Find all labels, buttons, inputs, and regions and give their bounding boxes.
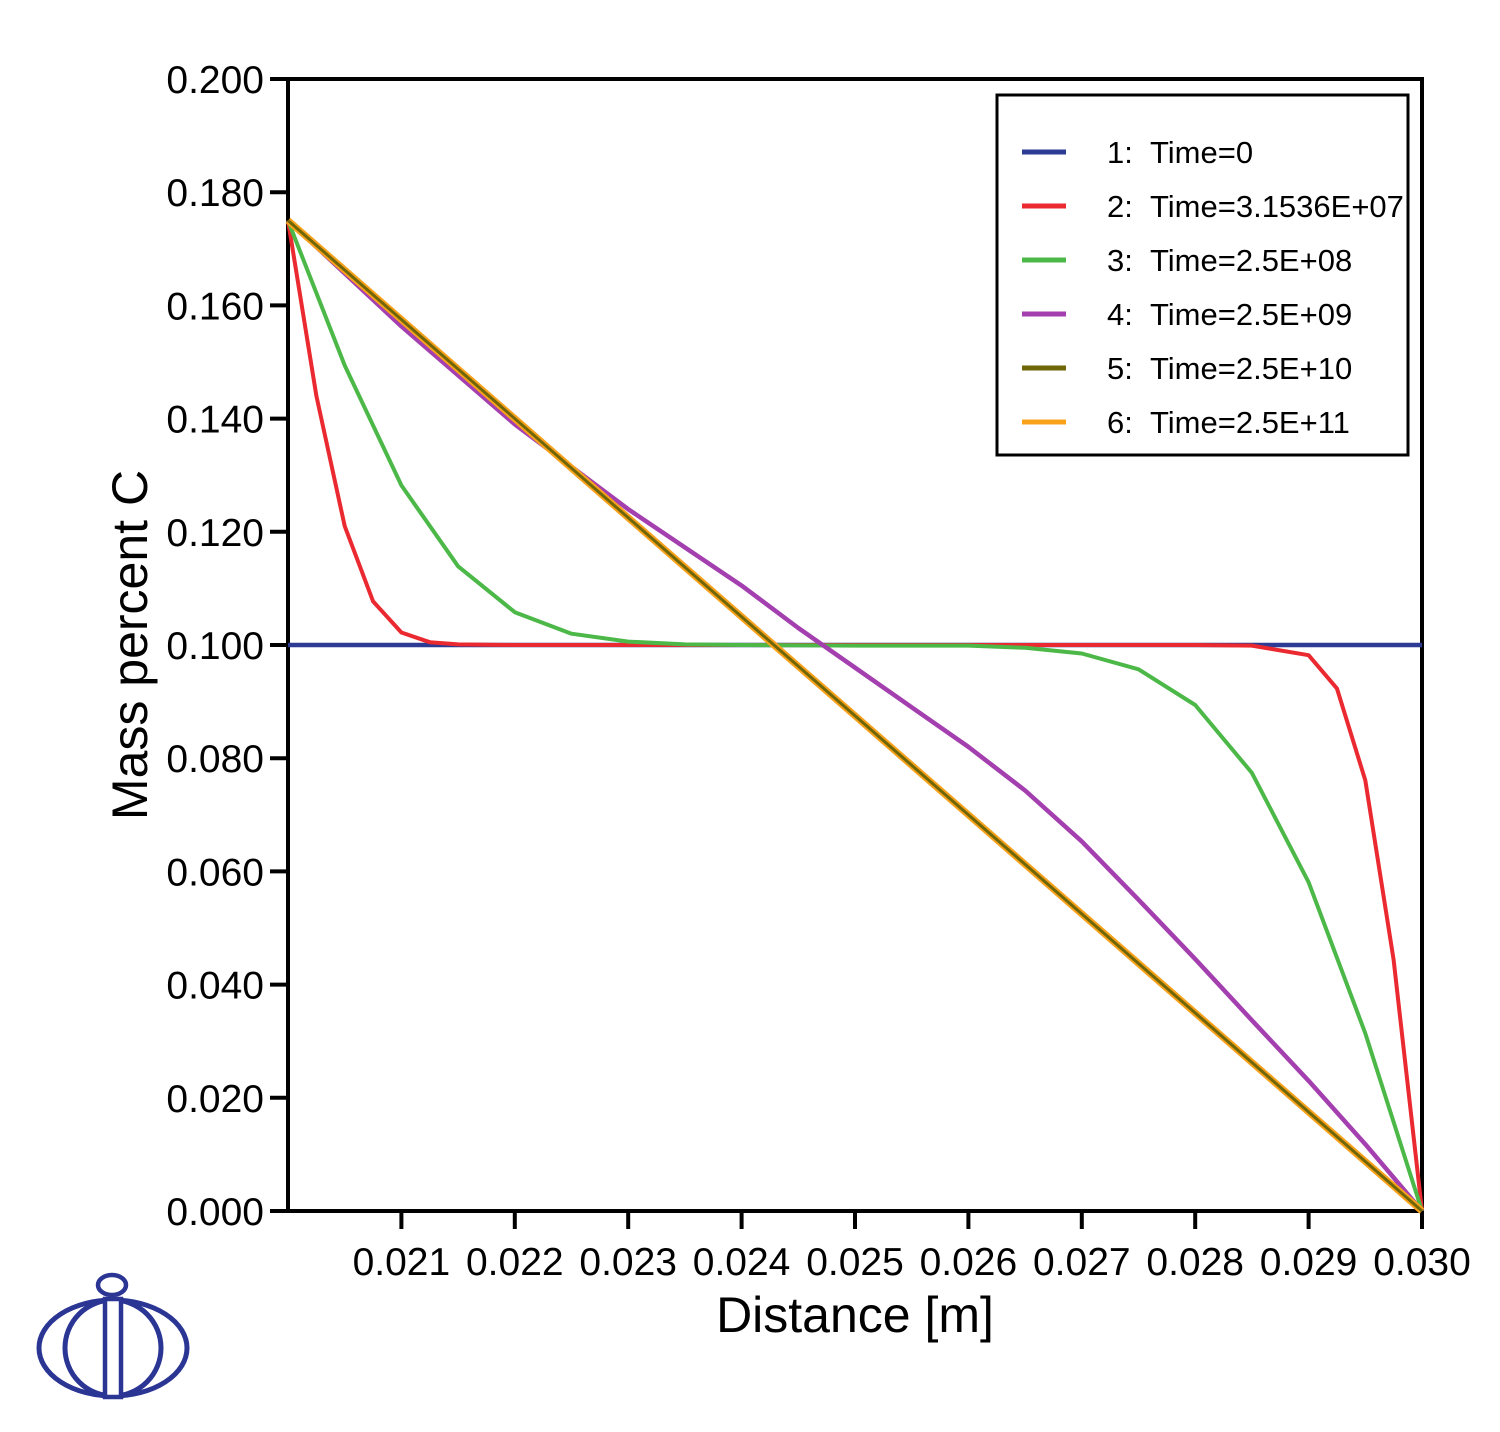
y-tick-label: 0.180 <box>166 172 264 215</box>
x-tick-label: 0.027 <box>1033 1241 1131 1284</box>
legend-item-number: 6: <box>1107 405 1133 440</box>
thermo-calc-logo <box>36 1272 190 1400</box>
y-tick-label: 0.020 <box>166 1078 264 1121</box>
x-tick-label: 0.021 <box>353 1241 451 1284</box>
y-tick-label: 0.200 <box>166 59 264 102</box>
legend-item-number: 1: <box>1107 135 1133 170</box>
x-tick-label: 0.022 <box>466 1241 564 1284</box>
series-line-5 <box>287 219 1423 1213</box>
series-line-3 <box>286 219 1424 1212</box>
y-tick-label: 0.040 <box>166 965 264 1008</box>
y-tick-label: 0.060 <box>166 851 264 894</box>
y-tick-label: 0.100 <box>166 625 264 668</box>
y-axis-title: Mass percent C <box>102 470 158 820</box>
legend: 1: Time=0 2: Time=3.1536E+07 3: Time=2.5E+08 4… <box>995 93 1410 457</box>
logo-vertical-bar <box>102 1296 124 1400</box>
legend-item-number: 4: <box>1107 297 1133 332</box>
legend-rows: 1: Time=0 2: Time=3.1536E+07 3: Time=2.5E+08 4… <box>1022 135 1404 440</box>
legend-item-label: Time=2.5E+11 <box>1150 405 1350 440</box>
legend-box <box>995 93 1410 457</box>
y-axis-ticks: 0.200 0.180 0.160 0.140 0.120 0.100 0.080 0.060… <box>166 59 288 1234</box>
y-tick-label: 0.140 <box>166 399 264 442</box>
x-tick-label: 0.030 <box>1373 1241 1471 1284</box>
x-tick-label: 0.028 <box>1146 1241 1244 1284</box>
x-axis-ticks: 0.021 0.022 0.023 0.024 0.025 0.026 0.027 0.028… <box>353 1211 1471 1284</box>
legend-item-label: Time=3.1536E+07 <box>1150 189 1404 224</box>
x-tick-label: 0.024 <box>693 1241 791 1284</box>
y-tick-label: 0.080 <box>166 738 264 781</box>
legend-item-number: 5: <box>1107 351 1133 386</box>
legend-item-number: 2: <box>1107 189 1133 224</box>
x-tick-label: 0.026 <box>920 1241 1018 1284</box>
y-tick-label: 0.000 <box>166 1191 264 1234</box>
legend-item-label: Time=2.5E+09 <box>1150 297 1352 332</box>
x-tick-label: 0.023 <box>579 1241 677 1284</box>
legend-item-number: 3: <box>1107 243 1133 278</box>
logo-top-ring <box>95 1272 129 1298</box>
legend-item-label: Time=2.5E+10 <box>1150 351 1352 386</box>
x-axis-title: Distance [m] <box>716 1287 994 1343</box>
x-tick-label: 0.025 <box>806 1241 904 1284</box>
legend-item-label: Time=0 <box>1150 135 1253 170</box>
series-lines <box>285 217 1425 1214</box>
x-tick-label: 0.029 <box>1260 1241 1358 1284</box>
y-tick-label: 0.120 <box>166 512 264 555</box>
legend-item-label: Time=2.5E+08 <box>1150 243 1352 278</box>
y-tick-label: 0.160 <box>166 285 264 328</box>
